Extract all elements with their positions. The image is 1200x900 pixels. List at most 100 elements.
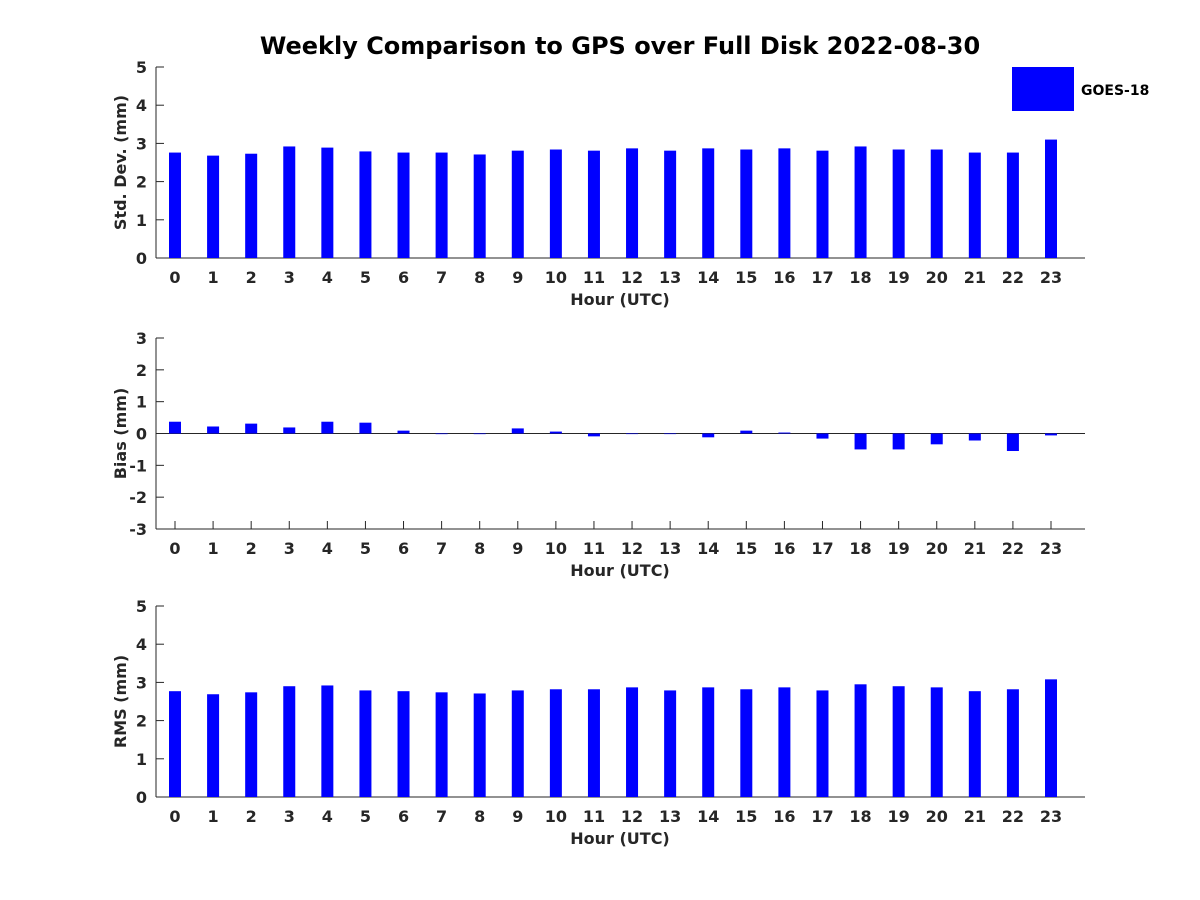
- bar-hour-5: [359, 151, 372, 258]
- bar-hour-2: [245, 423, 258, 434]
- x-tick-label: 20: [926, 539, 948, 558]
- x-tick-label: 12: [621, 539, 643, 558]
- x-tick-label: 17: [811, 268, 833, 287]
- bar-hour-1: [207, 694, 220, 797]
- y-tick-label: 0: [136, 425, 147, 444]
- x-tick-label: 9: [512, 807, 523, 826]
- x-tick-label: 4: [322, 268, 333, 287]
- bar-hour-8: [473, 154, 486, 258]
- x-tick-label: 14: [697, 807, 719, 826]
- bar-hour-13: [664, 150, 677, 258]
- x-tick-label: 17: [811, 539, 833, 558]
- bar-hour-14: [702, 687, 715, 797]
- y-tick-label: -1: [129, 456, 147, 475]
- y-tick-label: -3: [129, 520, 147, 539]
- x-tick-label: 9: [512, 539, 523, 558]
- bar-hour-10: [549, 431, 562, 434]
- bar-hour-8: [473, 693, 486, 797]
- x-tick-label: 22: [1002, 807, 1024, 826]
- y-tick-label: 5: [136, 58, 147, 77]
- x-tick-label: 15: [735, 539, 757, 558]
- x-tick-label: 2: [246, 539, 257, 558]
- x-tick-label: 19: [888, 268, 910, 287]
- x-tick-label: 13: [659, 807, 681, 826]
- bar-hour-2: [245, 153, 258, 258]
- bar-hour-5: [359, 690, 372, 797]
- x-tick-label: 14: [697, 539, 719, 558]
- x-tick-label: 18: [849, 539, 871, 558]
- bar-hour-22: [1006, 152, 1019, 258]
- bar-hour-1: [207, 426, 220, 434]
- bar-hour-7: [435, 152, 448, 258]
- bar-hour-13: [664, 690, 677, 797]
- x-tick-label: 8: [474, 807, 485, 826]
- x-tick-label: 13: [659, 539, 681, 558]
- y-tick-label: 1: [136, 750, 147, 769]
- bar-hour-17: [816, 433, 829, 439]
- bar-hour-18: [854, 684, 867, 797]
- y-tick-label: 3: [136, 673, 147, 692]
- y-tick-label: 2: [136, 361, 147, 380]
- x-tick-label: 5: [360, 539, 371, 558]
- x-tick-label: 7: [436, 268, 447, 287]
- y-tick-label: 0: [136, 788, 147, 807]
- bar-hour-0: [169, 691, 181, 797]
- bar-hour-17: [816, 690, 829, 797]
- x-tick-label: 2: [246, 268, 257, 287]
- bar-hour-17: [816, 150, 829, 258]
- bar-hour-4: [321, 147, 334, 258]
- bar-hour-3: [283, 686, 296, 797]
- x-tick-label: 0: [169, 539, 180, 558]
- x-tick-label: 20: [926, 268, 948, 287]
- bar-hour-20: [930, 433, 943, 445]
- bar-hour-14: [702, 433, 715, 438]
- bar-hour-22: [1006, 689, 1019, 797]
- x-tick-label: 6: [398, 268, 409, 287]
- bar-hour-10: [549, 149, 562, 258]
- bar-hour-7: [435, 433, 448, 435]
- bar-hour-14: [702, 148, 715, 258]
- bar-hour-21: [968, 691, 981, 797]
- bar-hour-16: [778, 148, 791, 258]
- bar-hour-18: [854, 146, 867, 258]
- bar-hour-19: [892, 149, 905, 258]
- x-tick-label: 0: [169, 268, 180, 287]
- bar-hour-16: [778, 432, 791, 434]
- bar-hour-22: [1006, 433, 1019, 452]
- x-tick-label: 7: [436, 539, 447, 558]
- x-tick-label: 19: [888, 539, 910, 558]
- x-tick-label: 11: [583, 539, 605, 558]
- bar-hour-15: [740, 689, 753, 797]
- y-tick-label: -2: [129, 488, 147, 507]
- bar-hour-9: [511, 150, 524, 258]
- x-tick-label: 9: [512, 268, 523, 287]
- x-tick-label: 11: [583, 268, 605, 287]
- x-tick-label: 1: [208, 807, 219, 826]
- bar-hour-20: [930, 149, 943, 258]
- legend: GOES-18: [1012, 67, 1149, 111]
- x-tick-label: 10: [545, 807, 567, 826]
- bar-hour-16: [778, 687, 791, 797]
- bar-hour-12: [626, 687, 639, 797]
- y-axis-label: RMS (mm): [111, 655, 130, 748]
- bar-hour-3: [283, 427, 296, 434]
- bar-hour-11: [587, 433, 600, 437]
- x-tick-label: 10: [545, 268, 567, 287]
- x-tick-label: 22: [1002, 539, 1024, 558]
- bar-hour-13: [664, 433, 677, 435]
- y-axis-label: Std. Dev. (mm): [111, 95, 130, 230]
- x-tick-label: 4: [322, 807, 333, 826]
- bar-hour-11: [587, 689, 600, 797]
- x-tick-label: 3: [284, 268, 295, 287]
- x-tick-label: 18: [849, 807, 871, 826]
- x-tick-label: 22: [1002, 268, 1024, 287]
- bar-hour-8: [473, 433, 486, 435]
- y-tick-label: 3: [136, 134, 147, 153]
- x-tick-label: 5: [360, 807, 371, 826]
- x-tick-label: 8: [474, 268, 485, 287]
- bar-hour-12: [626, 433, 639, 435]
- legend-label-goes-18: GOES-18: [1081, 83, 1149, 99]
